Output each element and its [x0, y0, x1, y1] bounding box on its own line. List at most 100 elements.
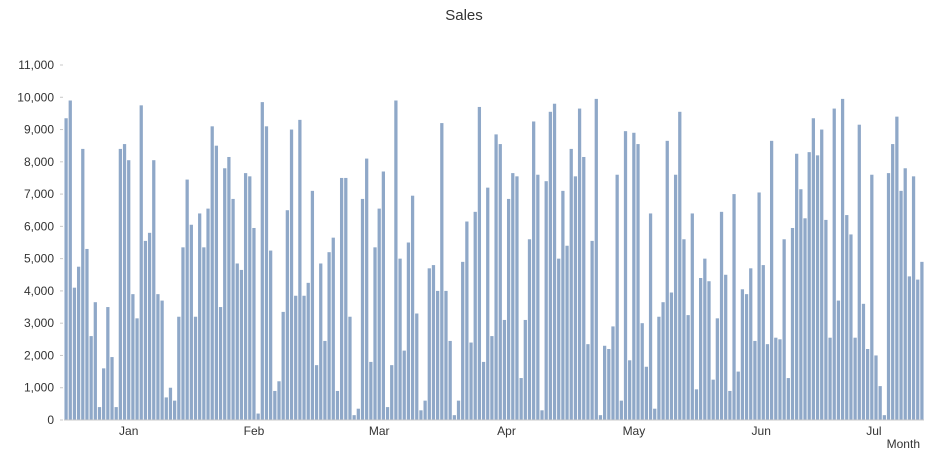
- bar-jan-29[interactable]: [181, 247, 185, 420]
- bar-jan-20[interactable]: [143, 240, 148, 420]
- bar-mar-11[interactable]: [356, 408, 360, 420]
- bar-jun-7[interactable]: [724, 274, 728, 420]
- bar-apr-27[interactable]: [552, 103, 557, 420]
- bar-jun-12[interactable]: [744, 294, 749, 420]
- bar-jul-6[interactable]: [845, 215, 849, 420]
- bar-feb-29[interactable]: [310, 190, 315, 420]
- bar-may-5[interactable]: [586, 344, 590, 420]
- bar-jul-14[interactable]: [878, 386, 882, 420]
- bar-jan-28[interactable]: [177, 316, 181, 420]
- bar-jan-23[interactable]: [156, 294, 160, 420]
- bar-jan-10[interactable]: [102, 368, 106, 420]
- bar-mar-5[interactable]: [331, 237, 335, 420]
- bar-feb-23[interactable]: [285, 210, 289, 420]
- bar-apr-15[interactable]: [502, 319, 507, 420]
- bar-jul-16[interactable]: [886, 173, 891, 420]
- bar-feb-10[interactable]: [231, 198, 235, 420]
- bar-apr-7[interactable]: [469, 342, 473, 420]
- bar-apr-24[interactable]: [540, 410, 544, 420]
- bar-feb-8[interactable]: [223, 168, 227, 420]
- bar-apr-17[interactable]: [511, 173, 515, 420]
- bar-may-20[interactable]: [648, 213, 653, 420]
- bar-apr-23[interactable]: [536, 174, 540, 420]
- bar-mar-17[interactable]: [381, 171, 385, 421]
- bar-jul-24[interactable]: [920, 261, 924, 420]
- bar-feb-1[interactable]: [193, 316, 198, 420]
- bar-jun-10[interactable]: [736, 371, 740, 420]
- bar-jun-29[interactable]: [815, 155, 820, 421]
- bar-may-25[interactable]: [669, 292, 674, 420]
- bar-jul-3[interactable]: [832, 108, 836, 420]
- bar-jun-15[interactable]: [757, 192, 761, 420]
- bar-mar-30[interactable]: [436, 290, 440, 420]
- bar-apr-10[interactable]: [481, 361, 486, 420]
- bar-jun-8[interactable]: [728, 390, 732, 420]
- bar-feb-27[interactable]: [302, 295, 306, 420]
- bar-mar-1[interactable]: [314, 365, 319, 420]
- bar-jun-27[interactable]: [807, 152, 811, 420]
- bar-feb-19[interactable]: [269, 250, 273, 420]
- bar-apr-16[interactable]: [506, 198, 511, 420]
- bar-jun-4[interactable]: [711, 379, 715, 420]
- bar-apr-25[interactable]: [544, 181, 548, 420]
- bar-feb-9[interactable]: [227, 156, 231, 421]
- bar-apr-12[interactable]: [490, 336, 494, 420]
- bar-mar-4[interactable]: [327, 252, 331, 420]
- bar-mar-21[interactable]: [398, 258, 402, 420]
- bar-jul-9[interactable]: [857, 124, 861, 420]
- bar-jan-27[interactable]: [173, 400, 177, 420]
- bar-mar-6[interactable]: [335, 390, 340, 420]
- bar-feb-15[interactable]: [252, 227, 256, 420]
- bar-jan-6[interactable]: [85, 248, 89, 420]
- bar-mar-26[interactable]: [419, 410, 423, 420]
- bar-mar-27[interactable]: [423, 400, 427, 420]
- bar-jan-16[interactable]: [127, 160, 131, 420]
- bar-may-19[interactable]: [644, 366, 649, 420]
- bar-jan-4[interactable]: [76, 266, 81, 420]
- bar-feb-22[interactable]: [281, 311, 285, 420]
- bar-may-24[interactable]: [665, 140, 669, 420]
- bar-feb-5[interactable]: [210, 126, 214, 420]
- bar-jul-13[interactable]: [874, 355, 878, 420]
- bar-feb-6[interactable]: [214, 145, 219, 420]
- bar-jun-25[interactable]: [799, 189, 803, 420]
- bar-jun-18[interactable]: [769, 140, 774, 420]
- bar-apr-1[interactable]: [444, 290, 448, 420]
- bar-jun-21[interactable]: [782, 239, 786, 420]
- bar-may-14[interactable]: [623, 131, 628, 420]
- bar-apr-8[interactable]: [473, 211, 477, 420]
- bar-jun-6[interactable]: [719, 211, 724, 420]
- bar-mar-14[interactable]: [369, 361, 373, 420]
- bar-may-23[interactable]: [661, 302, 665, 420]
- bar-feb-17[interactable]: [260, 102, 264, 421]
- bar-jul-23[interactable]: [916, 279, 920, 420]
- bar-jan-5[interactable]: [81, 148, 85, 420]
- bar-jun-2[interactable]: [703, 258, 707, 420]
- bar-jan-1[interactable]: [64, 118, 68, 420]
- bar-may-18[interactable]: [640, 323, 644, 420]
- bar-jan-14[interactable]: [118, 148, 122, 420]
- bar-jul-8[interactable]: [853, 337, 857, 420]
- bar-feb-3[interactable]: [202, 247, 206, 420]
- bar-apr-29[interactable]: [561, 190, 565, 420]
- bar-feb-24[interactable]: [289, 129, 294, 421]
- bar-jul-1[interactable]: [824, 219, 828, 420]
- bar-jun-28[interactable]: [811, 118, 815, 420]
- bar-apr-28[interactable]: [557, 258, 561, 420]
- bar-jan-31[interactable]: [189, 224, 193, 420]
- bar-may-12[interactable]: [615, 174, 619, 420]
- bar-jan-11[interactable]: [106, 307, 110, 420]
- bar-mar-22[interactable]: [402, 350, 406, 420]
- bar-jun-16[interactable]: [761, 265, 765, 420]
- bar-jan-17[interactable]: [131, 294, 135, 420]
- bar-jun-9[interactable]: [732, 194, 736, 420]
- bar-mar-10[interactable]: [352, 415, 356, 420]
- bar-may-8[interactable]: [598, 415, 603, 420]
- bar-jan-12[interactable]: [110, 357, 114, 420]
- bar-jun-24[interactable]: [795, 153, 799, 420]
- bar-jan-30[interactable]: [185, 179, 189, 420]
- bar-may-1[interactable]: [569, 148, 573, 420]
- bar-jul-20[interactable]: [903, 168, 907, 420]
- bar-feb-11[interactable]: [235, 263, 239, 420]
- bar-may-4[interactable]: [582, 156, 586, 421]
